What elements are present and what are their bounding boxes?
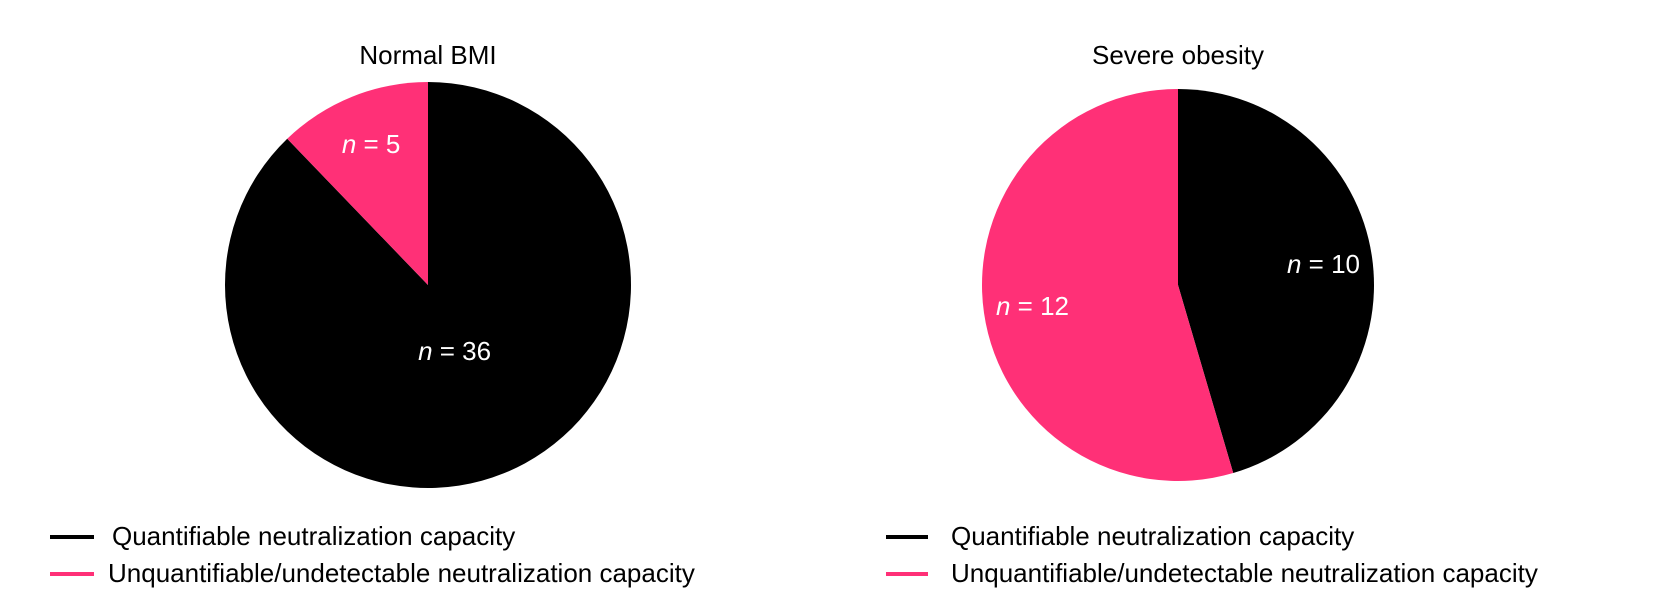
pie-slice-quantifiable bbox=[1178, 89, 1374, 474]
slice-label-value: = 12 bbox=[1010, 291, 1069, 321]
slice-label-n: n bbox=[342, 129, 356, 159]
legend-normal-bmi: Quantifiable neutralization capacity Unq… bbox=[50, 521, 695, 588]
pie-slice-label: n = 36 bbox=[418, 336, 491, 366]
pie-slice-label: n = 10 bbox=[1287, 249, 1360, 279]
pie-slices-normal-bmi bbox=[224, 82, 631, 488]
legend-severe-obesity: Quantifiable neutralization capacity Unq… bbox=[886, 521, 1538, 588]
slice-label-n: n bbox=[1287, 249, 1301, 279]
legend-label-unquantifiable: Unquantifiable/undetectable neutralizati… bbox=[951, 558, 1538, 588]
slice-label-n: n bbox=[418, 336, 432, 366]
slice-label-value: = 36 bbox=[433, 336, 492, 366]
pie-chart-normal-bmi: Normal BMI n = 36n = 5 Quantifiable neut… bbox=[50, 40, 695, 588]
slice-label-n: n bbox=[996, 291, 1010, 321]
pie-slice-label: n = 12 bbox=[996, 291, 1069, 321]
pie-slices-severe-obesity bbox=[981, 89, 1374, 482]
legend-label-quantifiable: Quantifiable neutralization capacity bbox=[112, 521, 515, 551]
chart-title-normal-bmi: Normal BMI bbox=[359, 40, 496, 70]
pie-labels-normal-bmi: n = 36n = 5 bbox=[342, 129, 491, 366]
pie-slice-unquantifiable bbox=[981, 89, 1234, 482]
pie-labels-severe-obesity: n = 10n = 12 bbox=[996, 249, 1360, 321]
pie-slice-unquantifiable bbox=[287, 82, 428, 285]
legend-label-unquantifiable: Unquantifiable/undetectable neutralizati… bbox=[108, 558, 695, 588]
pie-slice-label: n = 5 bbox=[342, 129, 401, 159]
pie-chart-severe-obesity: Severe obesity n = 10n = 12 Quantifiable… bbox=[886, 40, 1538, 588]
chart-title-severe-obesity: Severe obesity bbox=[1092, 40, 1264, 70]
slice-label-value: = 5 bbox=[356, 129, 400, 159]
pie-slice-quantifiable bbox=[224, 82, 631, 488]
slice-label-value: = 10 bbox=[1301, 249, 1360, 279]
legend-label-quantifiable: Quantifiable neutralization capacity bbox=[951, 521, 1354, 551]
